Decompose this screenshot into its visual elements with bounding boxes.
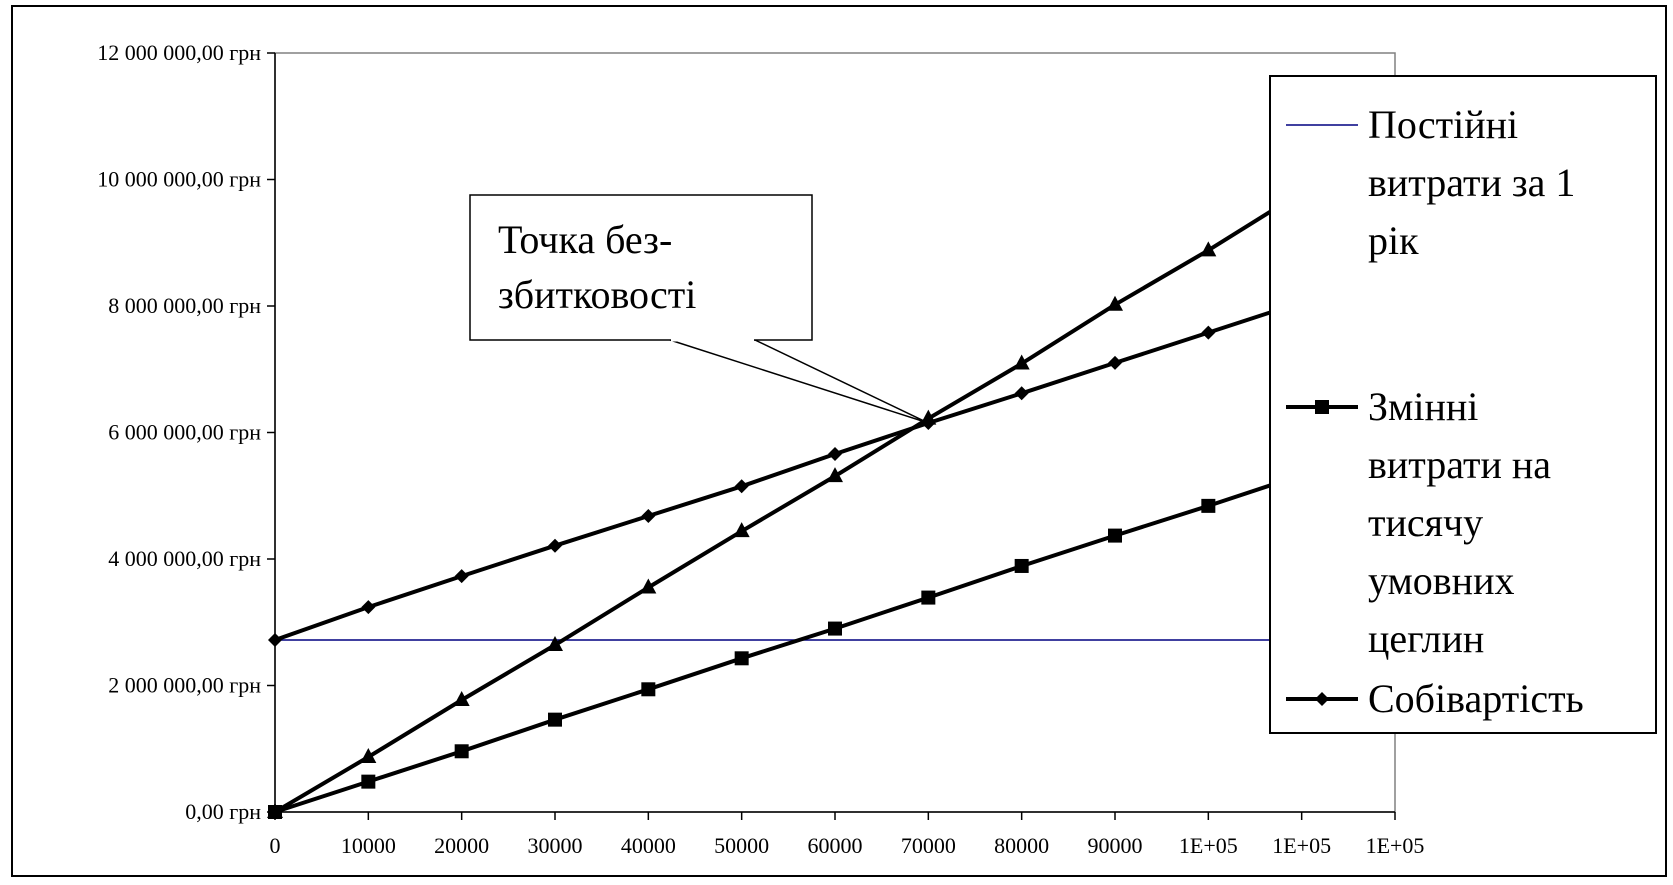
- series-point: [548, 538, 562, 553]
- legend-item: Собівартість: [1286, 676, 1584, 721]
- series-point: [641, 682, 656, 697]
- series-point: [640, 578, 657, 594]
- callout-text: Точка без-: [498, 217, 672, 262]
- series-point: [733, 522, 750, 538]
- series-point: [1200, 241, 1217, 257]
- y-tick-label: 4 000 000,00 грн: [108, 546, 261, 571]
- legend-label: рік: [1368, 218, 1419, 263]
- legend-label: Собівартість: [1368, 676, 1584, 721]
- series-point: [828, 447, 842, 462]
- legend-label: Змінні: [1368, 384, 1478, 429]
- series-point: [1107, 295, 1123, 311]
- y-tick-label: 0,00 грн: [185, 799, 261, 824]
- x-tick-label: 1E+05: [1366, 833, 1425, 858]
- legend-box: [1269, 75, 1657, 734]
- legend-label: витрати за 1: [1368, 160, 1575, 205]
- x-tick-label: 1E+05: [1179, 833, 1238, 858]
- x-tick-label: 80000: [994, 833, 1049, 858]
- legend-marker: [1315, 400, 1329, 414]
- legend-label: тисячу: [1368, 500, 1483, 545]
- series-point: [921, 590, 936, 605]
- x-tick-label: 60000: [808, 833, 863, 858]
- x-tick-label: 10000: [341, 833, 396, 858]
- series-point: [361, 600, 376, 615]
- x-tick-label: 1E+05: [1272, 833, 1331, 858]
- legend-item: Змінні витрати на тисячу умовних цеглин: [1286, 384, 1551, 661]
- x-tick-label: 0: [270, 833, 281, 858]
- legend-label: витрати на: [1368, 442, 1551, 487]
- series-point: [827, 467, 843, 483]
- series-point: [1108, 355, 1122, 370]
- series-point: [734, 651, 749, 666]
- callout-box: [469, 194, 813, 341]
- series-point: [267, 803, 283, 818]
- x-tick-label: 90000: [1088, 833, 1143, 858]
- x-tick-label: 40000: [621, 833, 676, 858]
- y-tick-label: 2 000 000,00 грн: [108, 673, 261, 698]
- series-point: [361, 774, 376, 789]
- callout-text: збитковості: [498, 272, 696, 317]
- series-point: [1201, 498, 1216, 513]
- legend-label: умовних: [1368, 558, 1514, 603]
- legend-marker: [1315, 692, 1329, 706]
- x-tick-label: 20000: [434, 833, 489, 858]
- series-point: [828, 621, 842, 636]
- x-tick-label: 70000: [901, 833, 956, 858]
- y-tick-label: 12 000 000,00 грн: [97, 40, 261, 65]
- series-point: [454, 744, 469, 759]
- y-tick-label: 8 000 000,00 грн: [108, 293, 261, 318]
- series-point: [734, 479, 749, 494]
- legend-label: цеглин: [1368, 616, 1484, 661]
- series-point: [454, 569, 469, 584]
- series-point: [453, 691, 470, 707]
- x-tick-label: 50000: [714, 833, 769, 858]
- series-point: [1014, 558, 1029, 573]
- series-point: [1014, 386, 1029, 401]
- series-point: [1013, 354, 1030, 370]
- series-point: [268, 632, 282, 647]
- y-tick-label: 10 000 000,00 грн: [97, 167, 261, 192]
- legend-item: Постійні витрати за 1 рік: [1286, 102, 1575, 263]
- x-tick-label: 30000: [528, 833, 583, 858]
- series-point: [1201, 325, 1216, 340]
- series-point: [360, 747, 377, 763]
- series-point: [1108, 528, 1122, 543]
- series-point: [548, 712, 562, 727]
- series-point: [547, 636, 563, 652]
- series-point: [641, 508, 656, 523]
- y-tick-label: 6 000 000,00 грн: [108, 420, 261, 445]
- legend-label: Постійні: [1368, 102, 1518, 147]
